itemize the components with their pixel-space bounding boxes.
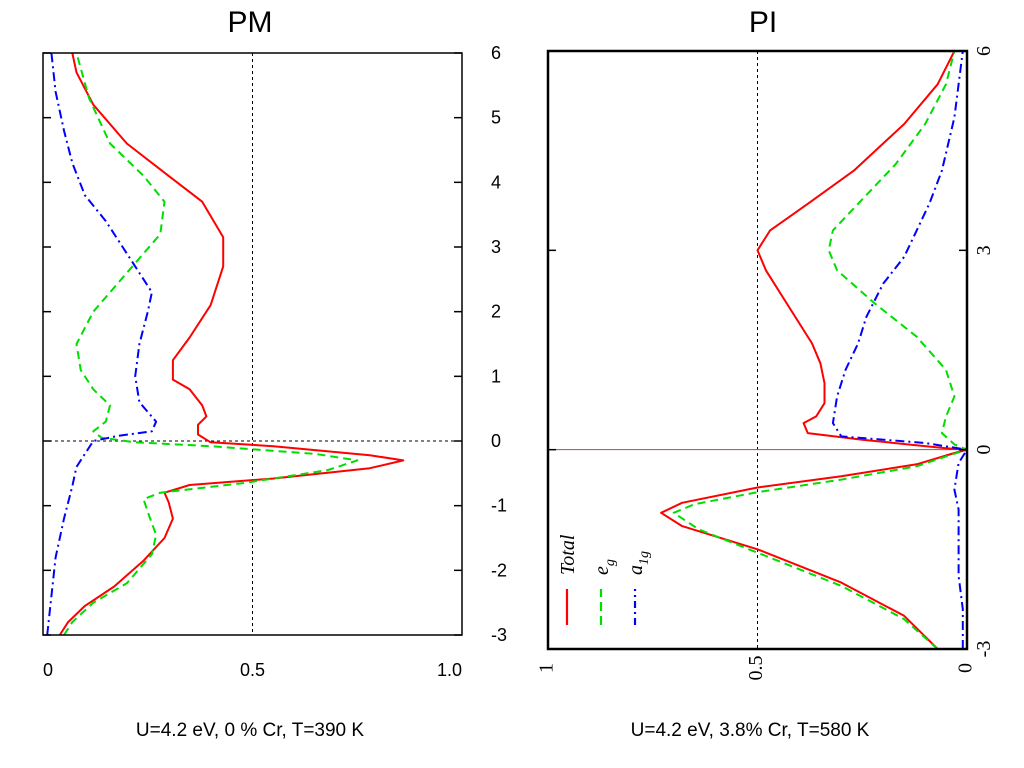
- caption-right: U=4.2 eV, 3.8% Cr, T=580 K: [631, 720, 870, 741]
- y-tick-label: -1: [491, 496, 507, 516]
- y-tick-label: 2: [491, 302, 501, 322]
- chart-pm: PM -3 -2 -1 0 1 2 3 4 5 6 0 0.5 1.0: [42, 6, 507, 680]
- series-line-2: [46, 53, 158, 635]
- y-tick-label: 3: [973, 245, 995, 255]
- series-line-a-1g: [831, 51, 967, 649]
- x-tick-label: 1.0: [437, 660, 462, 680]
- y-tick-label: -3: [973, 641, 995, 658]
- y-tick-label: 5: [491, 108, 501, 128]
- chart-pi: PI -3 0 3 6 1 0.5 0 Total eg a1g: [536, 6, 995, 681]
- y-tick-label: 1: [491, 366, 501, 386]
- plot-frame: [546, 49, 969, 651]
- legend-label: eg: [591, 559, 618, 575]
- chart-title: PI: [749, 6, 777, 39]
- y-tick-label: -2: [491, 560, 507, 580]
- y-tick-label: 4: [491, 172, 501, 192]
- y-tick-label: 6: [973, 46, 995, 56]
- legend-label: a1g: [625, 551, 652, 575]
- series-line-0: [58, 53, 405, 635]
- x-tick-label: 1: [536, 663, 558, 673]
- x-tick-label: 0.5: [240, 660, 265, 680]
- caption-left: U=4.2 eV, 0 % Cr, T=390 K: [136, 720, 364, 741]
- y-tick-label: -3: [491, 625, 507, 645]
- chart-title: PM: [228, 6, 273, 39]
- y-tick-label: 6: [491, 43, 501, 63]
- plot-frame: [42, 52, 463, 636]
- x-tick-label: 0.5: [745, 656, 767, 681]
- series-line-total: [660, 51, 967, 649]
- y-tick-label: 3: [491, 237, 501, 257]
- legend-label: Total: [557, 534, 579, 575]
- y-tick-label: 0: [973, 445, 995, 455]
- series-line-1: [63, 53, 359, 635]
- x-tick-label: 0: [43, 660, 53, 680]
- series-line-e-g: [672, 51, 967, 649]
- y-tick-label: 0: [491, 431, 501, 451]
- x-tick-label: 0: [955, 663, 977, 673]
